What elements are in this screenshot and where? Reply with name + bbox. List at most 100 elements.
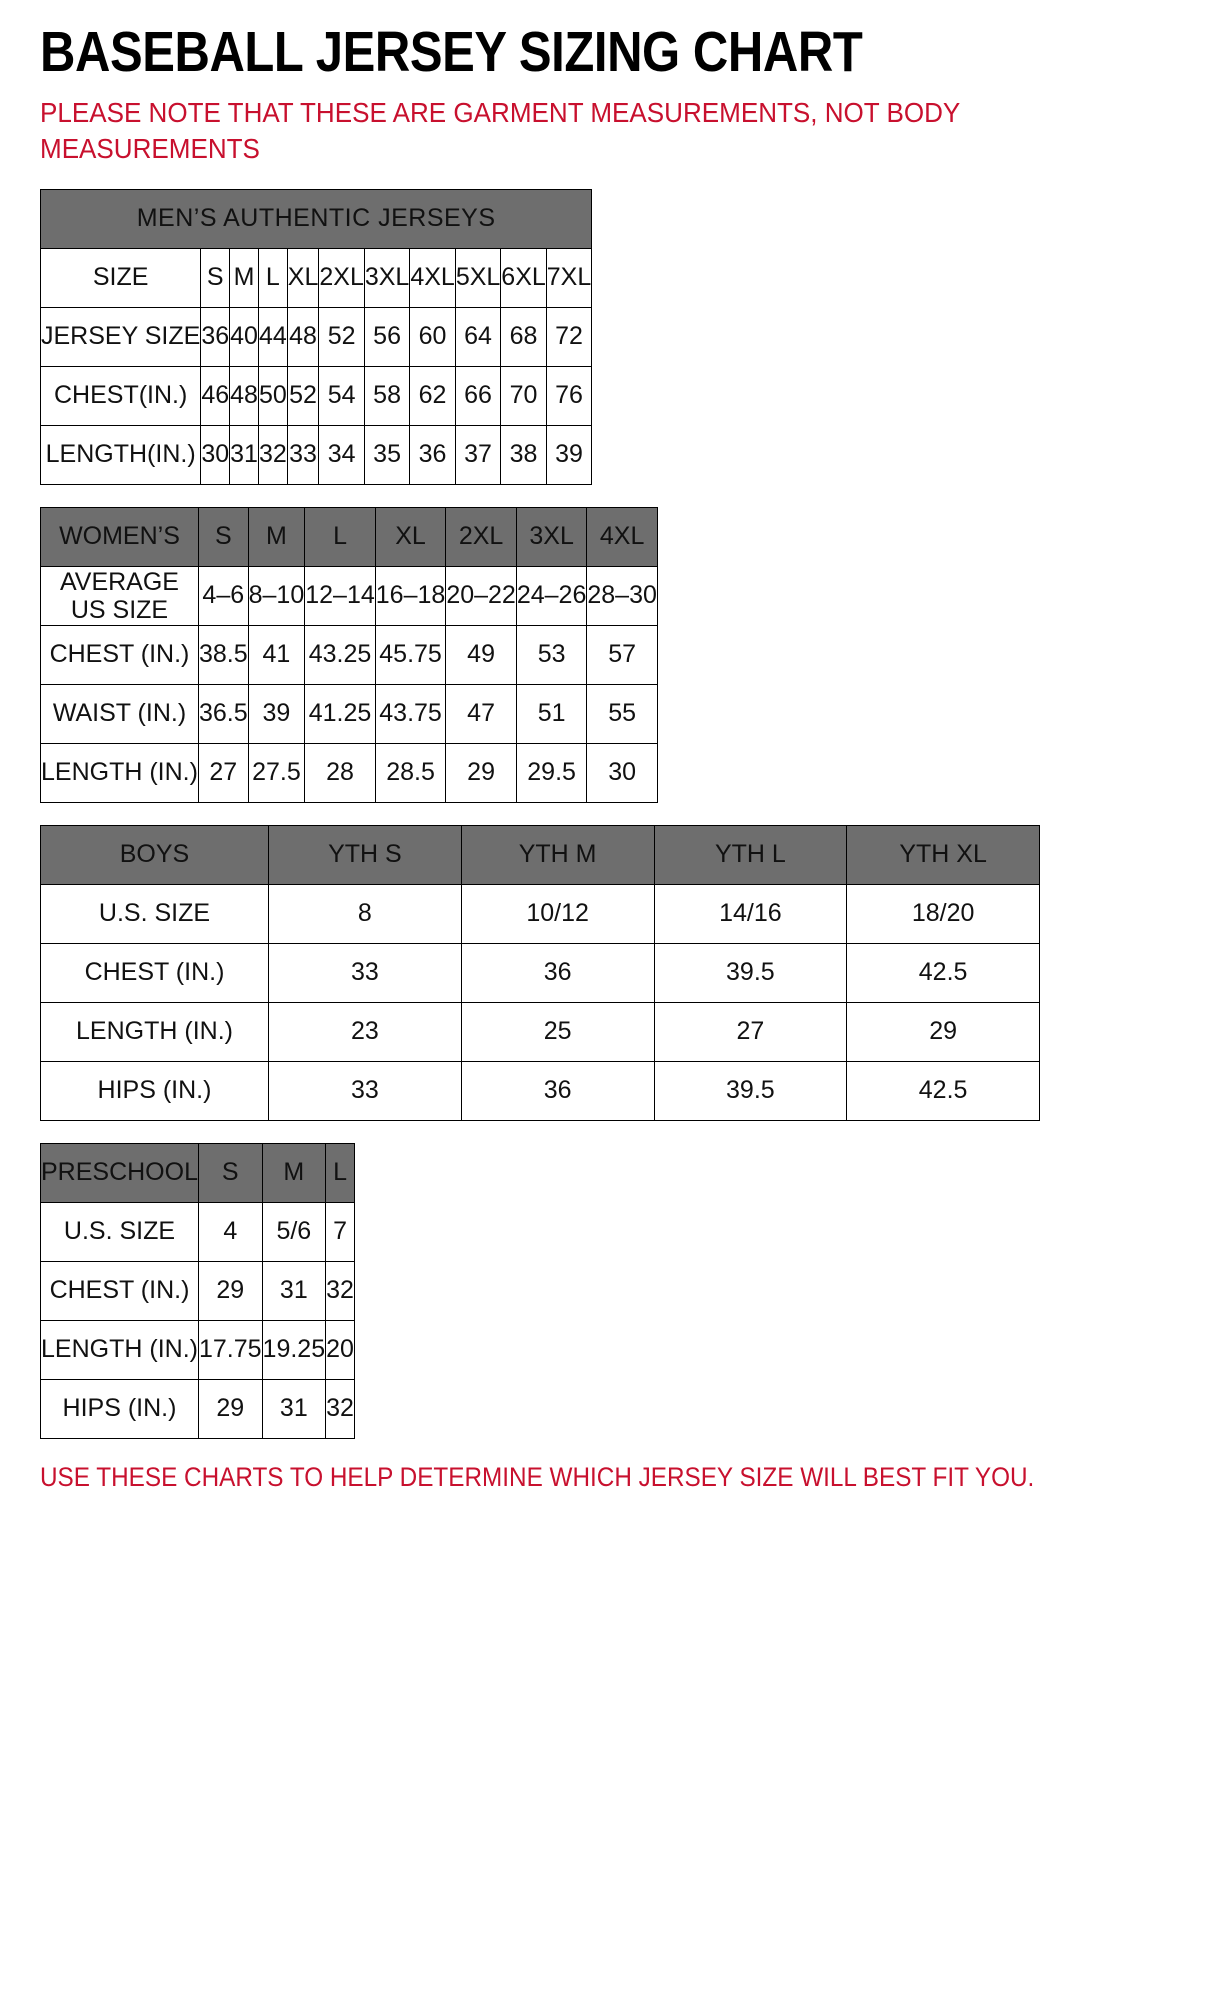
column-header-s: S [200,247,231,308]
table-cell: 42.5 [846,942,1040,1003]
column-header-row: PRESCHOOL S M L [40,1142,355,1203]
table-cell: 42.5 [846,1060,1040,1121]
table-cell: 50 [257,365,288,426]
row-label: LENGTH (IN.) [40,1319,199,1380]
table-cell: 8–10 [247,565,306,626]
table-cell: 44 [257,306,288,367]
column-header-m: M [261,1142,327,1203]
table-cell: 27.5 [247,742,306,803]
table-cell: 41.25 [304,683,376,744]
table-cell: 31 [261,1260,327,1321]
table-banner-boys: BOYS [40,824,269,885]
row-label: HIPS (IN.) [40,1060,269,1121]
table-cell: 29.5 [515,742,588,803]
table-cell: 52 [318,306,365,367]
table-cell: 47 [445,683,517,744]
table-row: LENGTH (IN.) 17.75 19.25 20 [40,1319,355,1380]
table-cell: 72 [545,306,593,367]
table-cell: 27 [197,742,249,803]
table-cell: 70 [500,365,547,426]
column-header-s: S [197,506,249,567]
table-cell: 56 [363,306,411,367]
table-row: LENGTH (IN.) 27 27.5 28 28.5 29 29.5 30 [40,742,658,803]
table-cell: 64 [454,306,502,367]
table-cell: 36 [460,1060,655,1121]
table-mens: MEN’S AUTHENTIC JERSEYS SIZE S M L XL 2XL 3XL 4X… [39,188,593,485]
table-cell: 32 [257,424,288,485]
table-cell: 24–26 [515,565,588,626]
table-cell: 60 [409,306,456,367]
table-cell: 39 [545,424,593,485]
table-womens: WOMEN’S S M L XL 2XL 3XL 4XL AVERAGE US SIZE 4–6 8–… [40,506,658,803]
table-cell: 4 [197,1201,263,1262]
table-banner-preschool: PRESCHOOL [40,1142,199,1203]
table-cell: 43.25 [304,624,376,685]
table-cell: 33 [268,942,462,1003]
column-header-3xl: 3XL [363,247,411,308]
column-header-s: S [197,1142,263,1203]
column-header-row: SIZE S M L XL 2XL 3XL 4XL 5XL 6XL 7XL [39,247,593,308]
table-cell: 68 [500,306,547,367]
row-label: CHEST (IN.) [40,1260,199,1321]
table-banner-row: MEN’S AUTHENTIC JERSEYS [39,188,593,249]
table-cell: 29 [197,1260,263,1321]
column-header-l: L [325,1142,355,1203]
table-row: U.S. SIZE 4 5/6 7 [40,1201,355,1262]
table-cell: 12–14 [304,565,376,626]
table-cell: 10/12 [460,883,655,944]
row-label: CHEST (IN.) [40,624,199,685]
table-cell: 4–6 [197,565,249,626]
row-label: LENGTH(IN.) [39,424,202,485]
row-label: JERSEY SIZE [39,306,202,367]
table-cell: 62 [409,365,456,426]
table-cell: 18/20 [846,883,1040,944]
table-boys: BOYS YTH S YTH M YTH L YTH XL U.S. SIZE 8 10/12… [40,824,1040,1121]
table-banner-womens: WOMEN’S [40,506,199,567]
column-header-4xl: 4XL [409,247,456,308]
table-cell: 37 [454,424,502,485]
column-header-row: WOMEN’S S M L XL 2XL 3XL 4XL [40,506,658,567]
table-cell: 36 [460,942,655,1003]
table-cell: 30 [200,424,231,485]
sizing-chart-page: BASEBALL JERSEY SIZING CHART PLEASE NOTE… [0,24,1220,1998]
table-row: CHEST (IN.) 33 36 39.5 42.5 [40,942,1040,1003]
table-cell: 20–22 [445,565,517,626]
table-cell: 36.5 [197,683,249,744]
table-row: JERSEY SIZE 36 40 44 48 52 56 60 64 68 72 [39,306,593,367]
table-cell: 38 [500,424,547,485]
page-title: BASEBALL JERSEY SIZING CHART [40,20,863,84]
table-row: LENGTH(IN.) 30 31 32 33 34 35 36 37 38 39 [39,424,593,485]
row-label-line: US SIZE [70,595,169,624]
table-cell: 48 [229,365,259,426]
table-cell: 31 [229,424,259,485]
table-cell: 35 [363,424,411,485]
table-cell: 25 [460,1001,655,1062]
column-header-yth-l: YTH L [653,824,848,885]
table-cell: 33 [268,1060,462,1121]
row-label: CHEST (IN.) [40,942,269,1003]
table-cell: 49 [445,624,517,685]
table-cell: 28 [304,742,376,803]
table-cell: 57 [586,624,658,685]
table-cell: 36 [200,306,231,367]
column-header-yth-m: YTH M [460,824,655,885]
table-cell: 36 [409,424,456,485]
table-cell: 38.5 [197,624,249,685]
row-label: HIPS (IN.) [40,1378,199,1439]
sizing-tables-container: MEN’S AUTHENTIC JERSEYS SIZE S M L XL 2XL 3XL 4X… [39,188,1180,1439]
table-cell: 41 [247,624,306,685]
table-row: AVERAGE US SIZE 4–6 8–10 12–14 16–18 20–22 24–2… [40,565,658,626]
table-cell: 29 [846,1001,1040,1062]
table-cell: 27 [653,1001,848,1062]
table-cell: 51 [515,683,588,744]
table-row: U.S. SIZE 8 10/12 14/16 18/20 [40,883,1040,944]
table-cell: 28.5 [374,742,447,803]
table-cell: 53 [515,624,588,685]
table-cell: 34 [318,424,365,485]
table-cell: 52 [286,365,320,426]
column-header-3xl: 3XL [515,506,588,567]
table-row: CHEST (IN.) 29 31 32 [40,1260,355,1321]
column-header-l: L [257,247,288,308]
table-cell: 29 [197,1378,263,1439]
table-cell: 66 [454,365,502,426]
